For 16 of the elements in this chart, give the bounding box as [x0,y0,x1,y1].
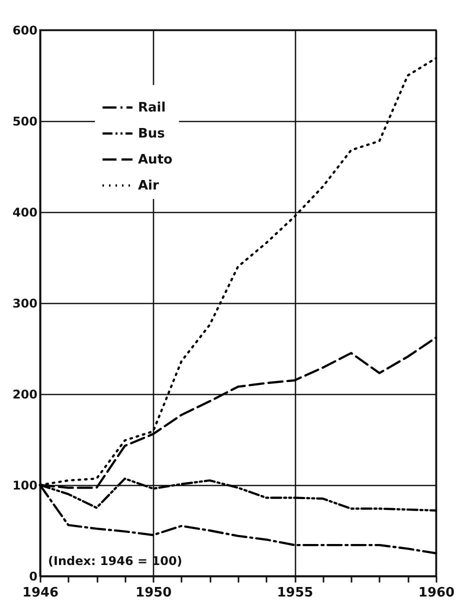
y-tick-label: 200 [12,388,38,402]
annotation: (Index: 1946 = 100) [48,554,182,568]
legend-label: Rail [138,100,166,116]
x-tick-label: 1960 [418,586,455,600]
legend-label: Air [138,178,160,194]
legend-label: Auto [138,152,173,168]
x-tick-label: 1946 [22,586,59,600]
y-tick-label: 100 [12,478,38,492]
legend-label: Bus [138,126,166,142]
y-tick-label: 0 [29,570,38,584]
y-tick-label: 500 [12,114,38,128]
x-tick-label: 1950 [136,586,172,600]
x-tick-label: 1955 [276,586,314,600]
y-tick-label: 400 [12,206,38,220]
y-tick-label: 600 [12,24,38,38]
y-tick-label: 300 [12,296,38,310]
